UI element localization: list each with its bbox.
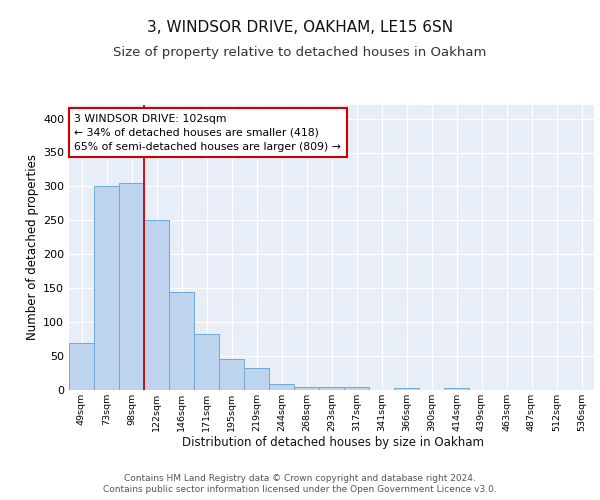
Bar bbox=[94, 186, 119, 390]
Text: Distribution of detached houses by size in Oakham: Distribution of detached houses by size … bbox=[182, 436, 484, 449]
Bar bbox=[394, 388, 419, 390]
Text: 3, WINDSOR DRIVE, OAKHAM, LE15 6SN: 3, WINDSOR DRIVE, OAKHAM, LE15 6SN bbox=[147, 20, 453, 35]
Bar bbox=[319, 386, 344, 390]
Bar bbox=[69, 342, 94, 390]
Bar bbox=[444, 388, 469, 390]
Bar bbox=[344, 386, 369, 390]
Bar bbox=[294, 386, 319, 390]
Text: Contains HM Land Registry data © Crown copyright and database right 2024.
Contai: Contains HM Land Registry data © Crown c… bbox=[103, 474, 497, 494]
Bar bbox=[219, 360, 244, 390]
Bar bbox=[169, 292, 194, 390]
Text: Size of property relative to detached houses in Oakham: Size of property relative to detached ho… bbox=[113, 46, 487, 59]
Bar bbox=[194, 334, 219, 390]
Bar bbox=[119, 183, 144, 390]
Bar bbox=[244, 368, 269, 390]
Bar bbox=[269, 384, 294, 390]
Bar bbox=[144, 220, 169, 390]
Text: 3 WINDSOR DRIVE: 102sqm
← 34% of detached houses are smaller (418)
65% of semi-d: 3 WINDSOR DRIVE: 102sqm ← 34% of detache… bbox=[74, 114, 341, 152]
Y-axis label: Number of detached properties: Number of detached properties bbox=[26, 154, 39, 340]
